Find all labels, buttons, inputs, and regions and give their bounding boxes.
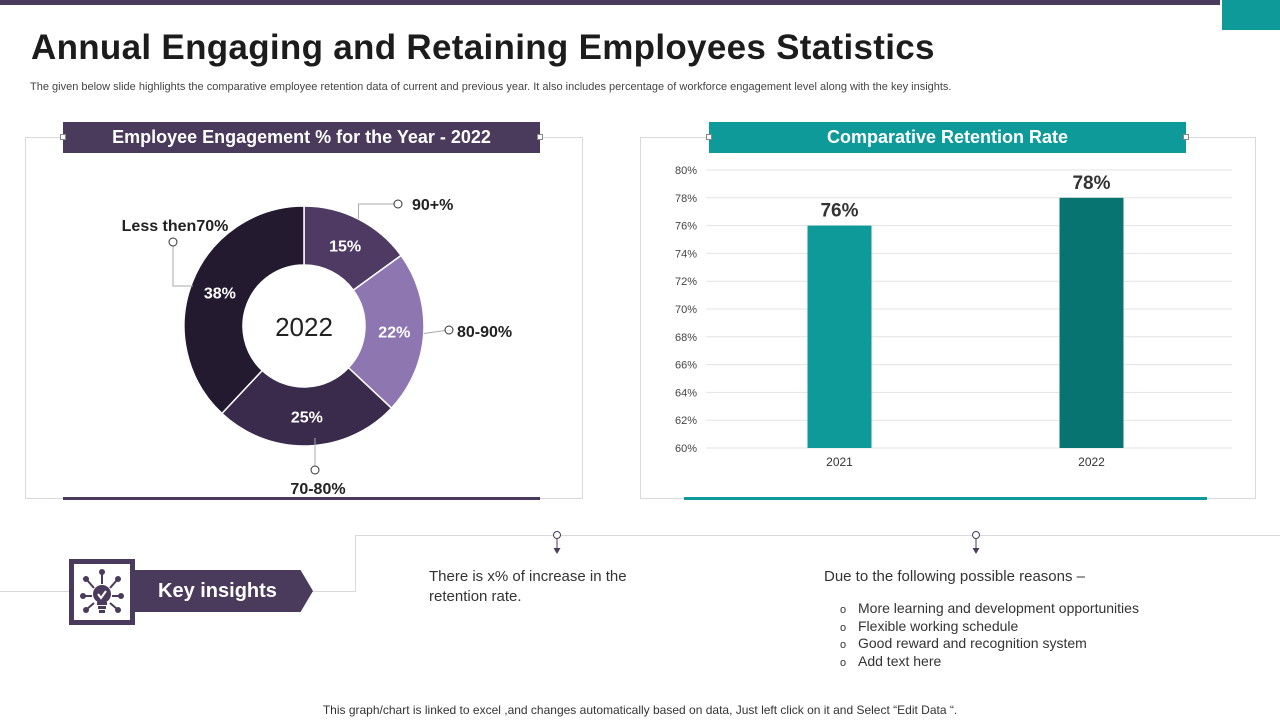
bar-2022[interactable] [1059,197,1124,448]
page-title: Annual Engaging and Retaining Employees … [31,28,935,67]
y-tick-label: 72% [675,276,697,288]
bullet-icon: o [840,604,847,616]
page-subtitle: The given below slide highlights the com… [30,81,952,93]
y-tick-label: 68% [675,332,697,344]
donut-category-label: 80-90% [457,324,512,341]
retention-panel-underline [684,497,1207,500]
y-tick-label: 62% [675,415,697,427]
bullet-icon: o [840,656,847,669]
engagement-chart-title: Employee Engagement % for the Year - 202… [63,122,540,153]
connector-line [355,535,1280,536]
list-item: o More learning and development opportuni… [840,600,1139,618]
footer-note: This graph/chart is linked to excel ,and… [322,703,958,717]
leader-dot [393,199,403,209]
key-insights-label: Key insights [135,570,313,612]
leader-line [357,203,398,220]
bar-value-label: 78% [1072,173,1110,194]
donut-center-label: 2022 [275,312,333,342]
donut-value-label: 15% [329,238,361,255]
bullet-icon: o [840,621,847,634]
reasons-list: o More learning and development opportuni… [840,600,1139,670]
retention-chart-title: Comparative Retention Rate [709,122,1186,153]
donut-category-label: 70-80% [290,481,345,498]
pin-marker-icon [972,531,980,554]
insight-icon-box [69,559,135,625]
top-accent-bar [0,0,1220,5]
bullet-icon: o [840,639,847,652]
donut-value-label: 38% [204,286,236,303]
top-corner-accent [1222,0,1280,30]
y-tick-label: 74% [675,248,697,260]
pin-marker-icon [553,531,561,554]
connector-line [0,591,70,592]
y-tick-label: 70% [675,304,697,316]
donut-hole [243,265,365,387]
list-item: o Add text here [840,653,1139,671]
y-tick-label: 60% [675,443,697,455]
y-tick-label: 64% [675,387,697,399]
resize-handle [1183,134,1189,140]
bar-2021[interactable] [807,225,872,448]
donut-value-label: 22% [378,325,410,342]
insight-retention-increase: There is x% of increase in the retention… [429,568,627,605]
donut-category-label: Less then70% [122,218,229,235]
insight-reasons-heading: Due to the following possible reasons – [824,568,1085,585]
y-tick-label: 80% [675,165,697,177]
leader-line [172,246,193,287]
connector-line [355,535,356,592]
connector-line [312,591,356,592]
donut-value-label: 25% [291,409,323,426]
leader-dot [444,325,454,335]
engagement-panel-underline [63,497,540,500]
list-item: o Good reward and recognition system [840,635,1139,653]
y-tick-label: 76% [675,221,697,233]
donut-category-label: 90+% [412,197,453,214]
resize-handle [60,134,66,140]
resize-handle [537,134,543,140]
resize-handle [706,134,712,140]
bar-value-label: 76% [820,201,858,222]
lightbulb-network-icon [80,569,124,613]
list-item: o Flexible working schedule [840,618,1139,636]
x-tick-label: 2021 [826,455,853,469]
y-tick-label: 66% [675,360,697,372]
leader-dot [310,465,320,475]
x-tick-label: 2022 [1078,455,1105,469]
leader-dot [168,237,178,247]
y-tick-label: 78% [675,193,697,205]
